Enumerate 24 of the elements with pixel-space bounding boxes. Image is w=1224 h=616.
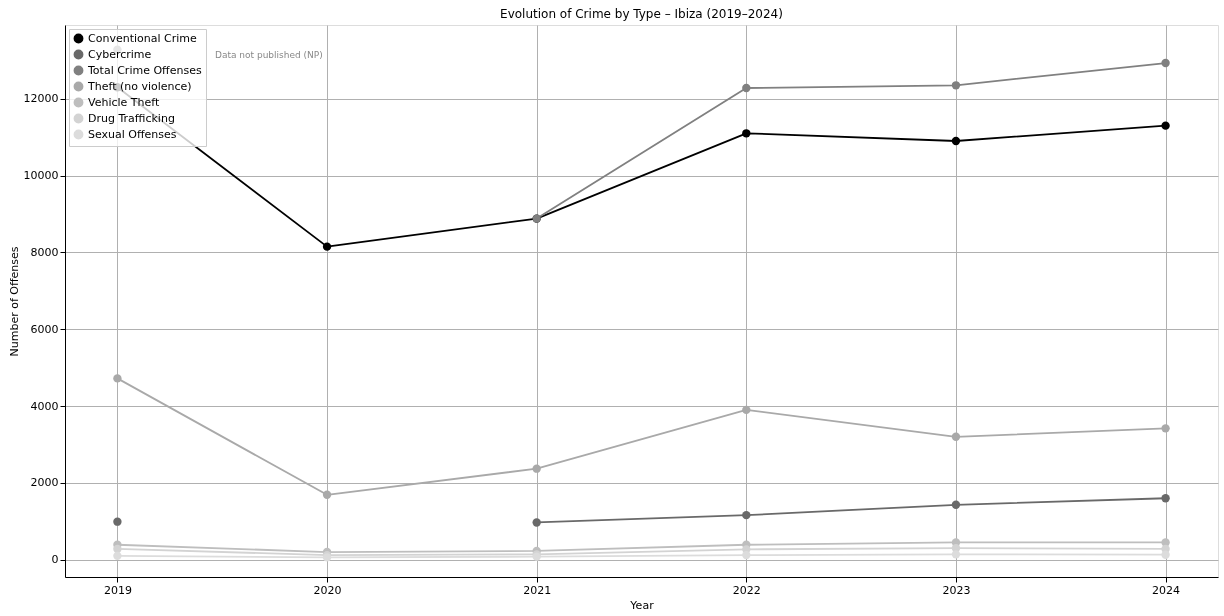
annotation: Data not published (NP) — [215, 50, 323, 60]
legend-label: Vehicle Theft — [88, 95, 160, 109]
y-tick-label: 10000 — [23, 169, 59, 183]
x-tick-label: 2022 — [732, 583, 761, 597]
y-tick-label: 8000 — [30, 245, 59, 259]
legend-label: Theft (no violence) — [87, 79, 192, 93]
x-tick-label: 2024 — [1152, 583, 1181, 597]
y-tick-label: 6000 — [30, 322, 59, 336]
legend-label: Drug Trafficking — [88, 111, 175, 125]
y-tick-label: 12000 — [23, 92, 59, 106]
y-tick-label: 0 — [51, 553, 59, 567]
y-tick-label: 4000 — [30, 399, 59, 413]
legend-label: Cybercrime — [88, 47, 152, 61]
x-tick-label: 2020 — [313, 583, 342, 597]
y-tick-label: 2000 — [30, 476, 59, 490]
chart-title: Evolution of Crime by Type – Ibiza (2019–2024) — [500, 7, 783, 21]
legend-label: Conventional Crime — [88, 31, 197, 45]
y-axis-title: Number of Offenses — [7, 246, 21, 357]
legend-label: Total Crime Offenses — [87, 63, 202, 77]
x-tick-label: 2023 — [942, 583, 971, 597]
x-tick-label: 2021 — [523, 583, 552, 597]
legend-label: Sexual Offenses — [88, 127, 177, 141]
x-tick-label: 2019 — [103, 583, 132, 597]
x-axis-title: Year — [629, 598, 655, 612]
